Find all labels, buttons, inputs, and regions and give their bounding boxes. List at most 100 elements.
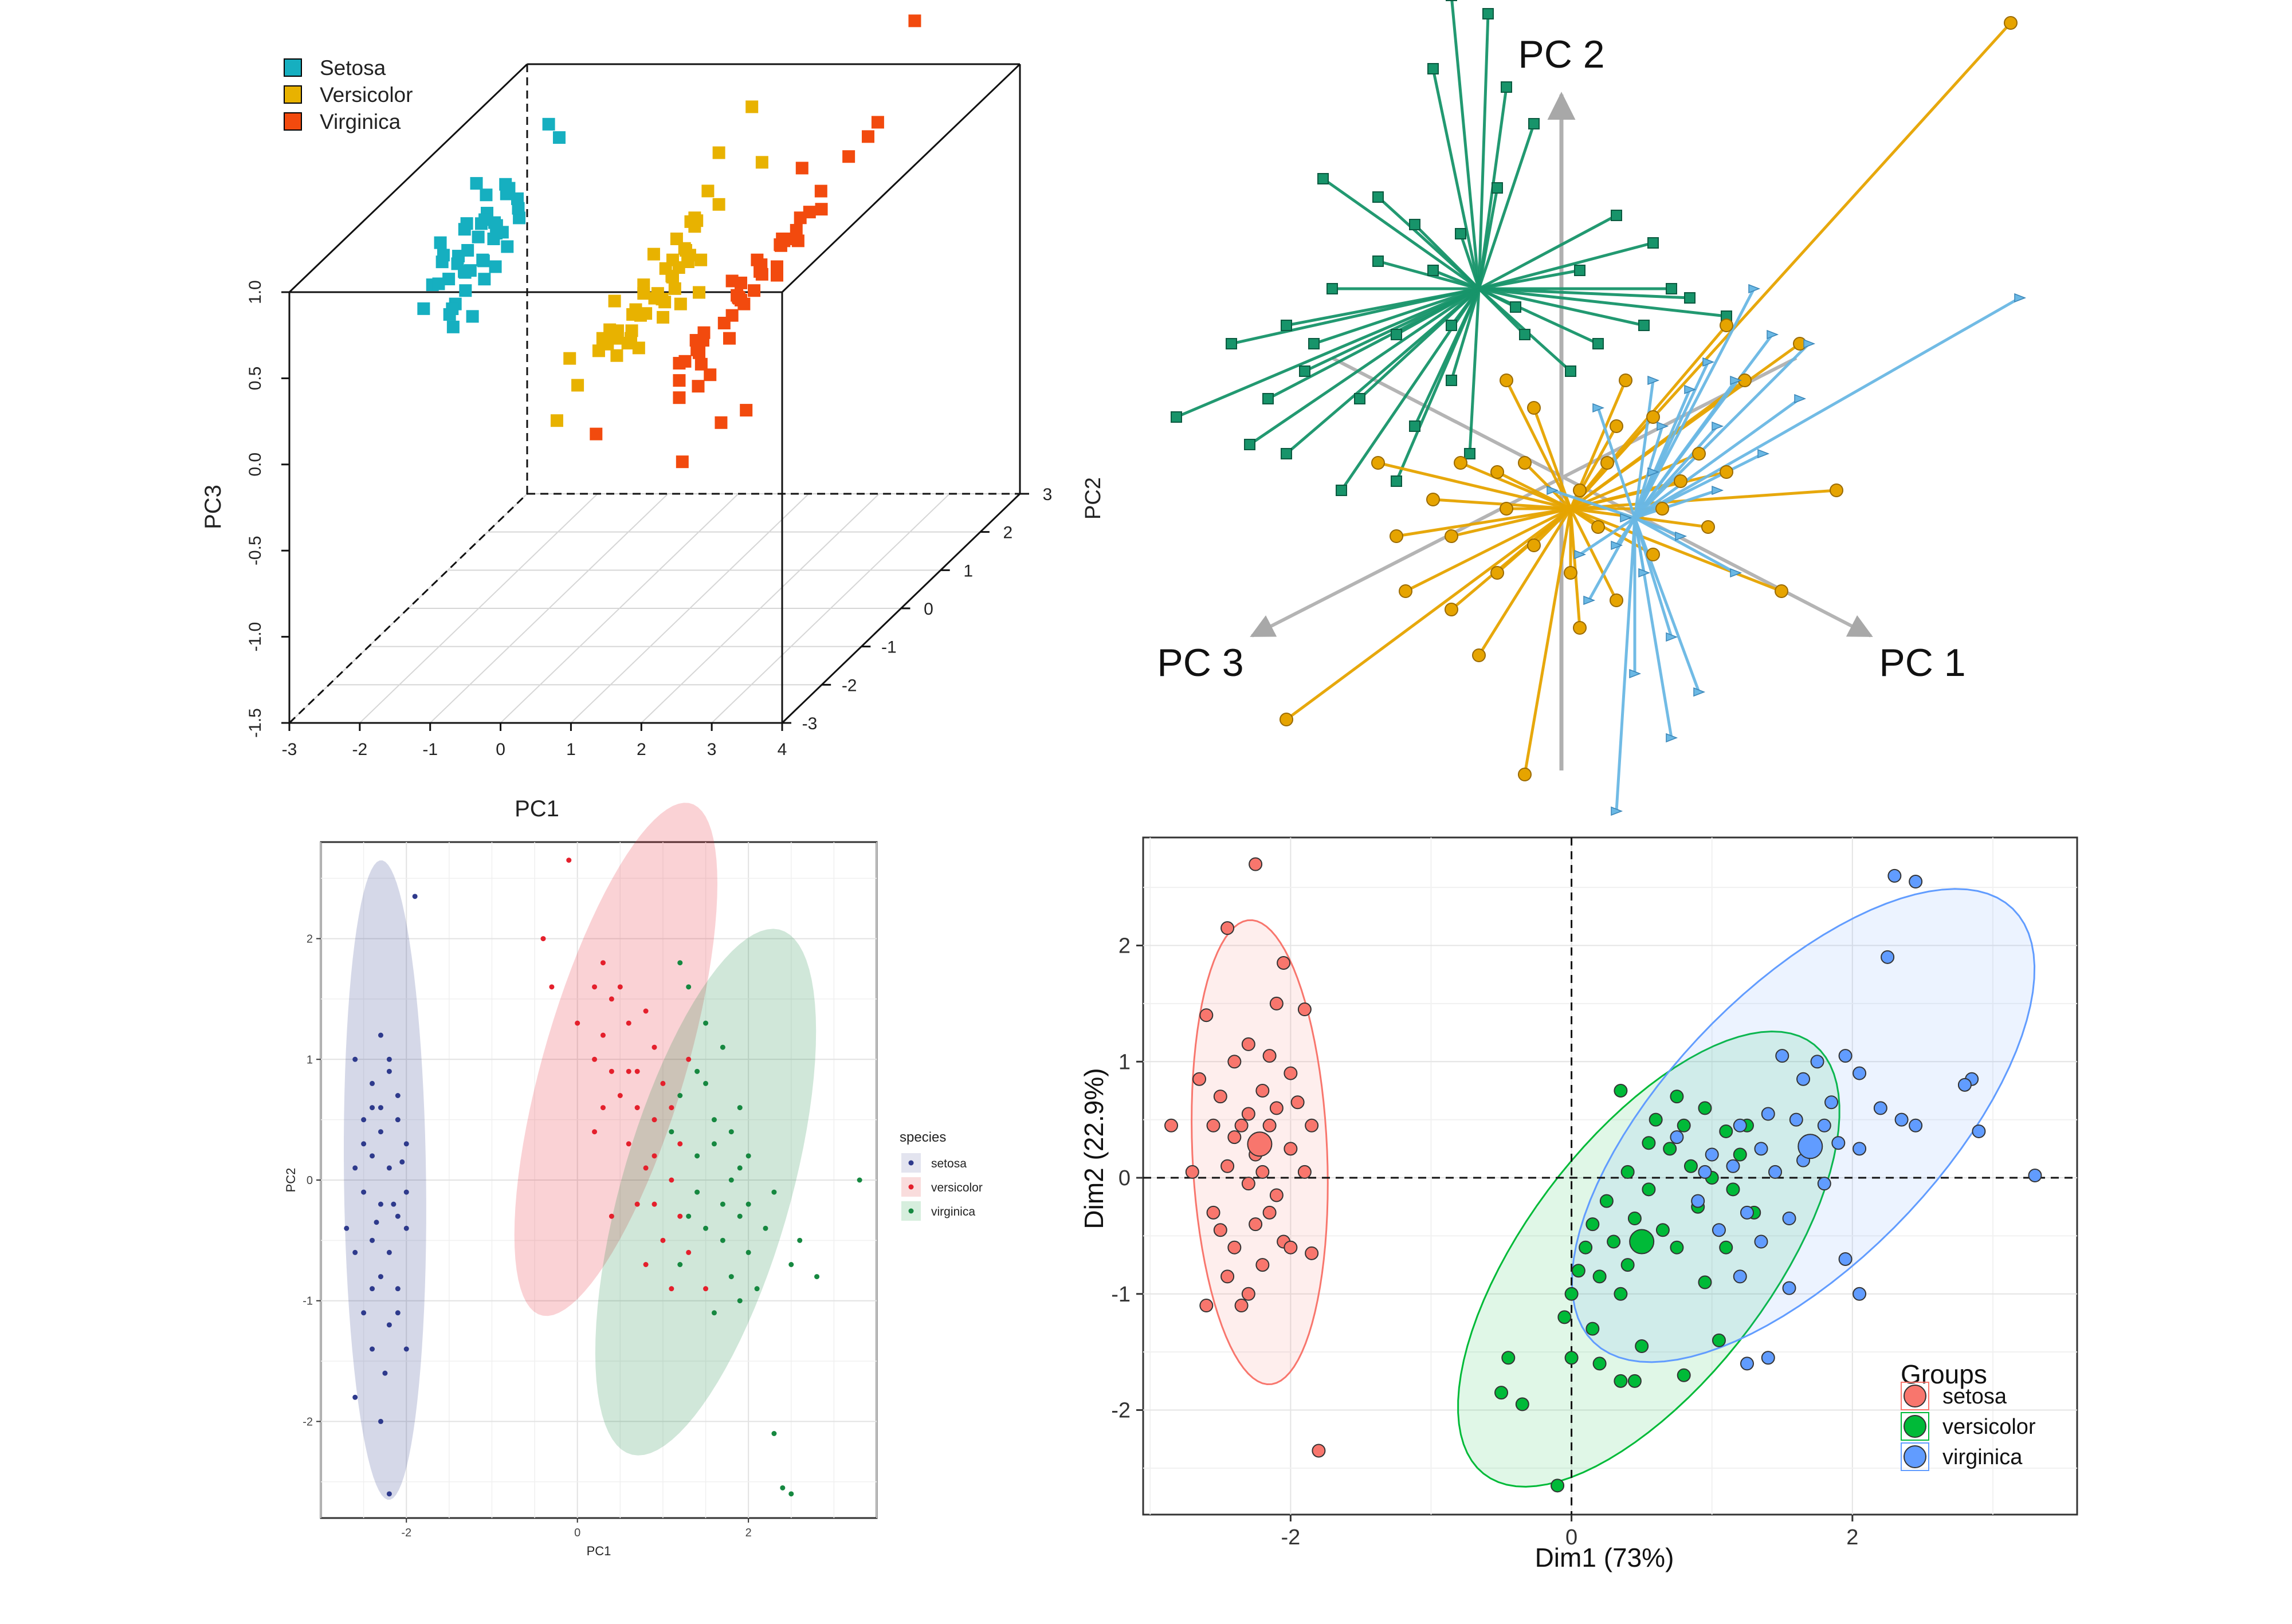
node-group-green: [1262, 393, 1274, 404]
point-virginica: [694, 357, 708, 371]
node-group-gold: [1775, 584, 1788, 598]
y-tick-label: 3: [1043, 485, 1053, 504]
scatter3d-panel: -3 -2 -1 0 1 2 3 4 1.0 0.5 0.0 -0.5 -1.0 -1.5 -3 -2 -1 0 1…: [201, 14, 1105, 821]
point-versicolor: [626, 1141, 631, 1147]
ray-group-gold: [1505, 379, 1572, 510]
point-versicolor: [634, 309, 647, 322]
point-setosa: [370, 1105, 375, 1111]
node-group-gold: [1490, 566, 1504, 580]
point-setosa: [361, 1117, 367, 1123]
node-group-blue: [1547, 485, 1559, 496]
point-versicolor: [1627, 1374, 1642, 1388]
node-group-blue: [1748, 284, 1761, 294]
point-virginica: [1740, 1356, 1754, 1371]
point-virginica: [1838, 1252, 1853, 1266]
point-virginica: [1853, 1142, 1867, 1156]
ray-group-gold: [1496, 470, 1572, 510]
node-group-green: [1427, 265, 1439, 276]
fv-legend: Groups setosa versicolor virginica: [1901, 1359, 2036, 1471]
point-setosa: [386, 1068, 392, 1074]
point-virginica: [1691, 1194, 1705, 1208]
point-virginica: [815, 203, 828, 216]
gg-xlabel: PC1: [587, 1544, 611, 1558]
point-setosa: [399, 1159, 405, 1165]
node-group-green: [1574, 265, 1585, 276]
point-setosa: [490, 219, 503, 232]
point-virginica: [715, 416, 728, 429]
point-virginica: [908, 14, 921, 27]
point-virginica: [745, 1153, 751, 1159]
node-group-green: [1372, 255, 1384, 267]
point-virginica: [794, 211, 807, 225]
ray-group-gold: [1396, 507, 1571, 538]
point-virginica: [1909, 875, 1923, 889]
point-virginica: [745, 1201, 751, 1207]
point-virginica: [814, 184, 827, 198]
point-versicolor: [1564, 1287, 1579, 1301]
z-tick-label: -1.5: [246, 708, 265, 738]
point-versicolor: [1627, 1212, 1642, 1226]
point-setosa: [352, 1056, 358, 1062]
ray-group-green: [1395, 288, 1481, 482]
point-versicolor: [745, 100, 759, 113]
centroid-setosa: [1247, 1131, 1273, 1157]
node-group-gold: [1573, 483, 1587, 497]
point-setosa: [1297, 1165, 1312, 1179]
ray-group-green: [1478, 287, 1645, 327]
node-group-green: [1299, 365, 1310, 377]
point-setosa: [395, 1093, 401, 1098]
node-group-green: [1510, 301, 1521, 313]
point-setosa: [1220, 1269, 1235, 1284]
ray-group-green: [1478, 241, 1654, 290]
legend-label-versicolor: Versicolor: [320, 83, 413, 107]
point-versicolor: [660, 1237, 666, 1243]
point-setosa: [378, 1032, 383, 1038]
node-group-gold: [1600, 456, 1614, 470]
ray-group-gold: [1377, 461, 1571, 510]
point-setosa: [395, 1310, 401, 1316]
legend-label-virginica: Virginica: [320, 110, 401, 133]
point-virginica: [774, 239, 787, 252]
ray-group-green: [1477, 187, 1499, 289]
x-tick-label: -2: [401, 1527, 411, 1539]
point-setosa: [378, 1418, 383, 1424]
point-setosa: [1262, 1049, 1277, 1063]
point-setosa: [370, 1153, 375, 1159]
point-virginica: [1726, 1159, 1740, 1173]
ray-group-blue: [1634, 343, 1810, 519]
ray-group-gold: [1570, 507, 1782, 593]
x-tick-label: 3: [707, 740, 717, 759]
gg-ellipse-panel: -2 0 2 -2 -1 0 1 2 PC1 PC2 species setosa versi…: [284, 803, 983, 1558]
point-versicolor: [657, 310, 670, 324]
point-versicolor: [1677, 1118, 1691, 1133]
point-setosa: [480, 188, 493, 202]
ray-group-blue: [1634, 452, 1764, 520]
point-setosa: [1241, 1037, 1255, 1051]
point-setosa: [459, 284, 472, 297]
point-setosa: [386, 1322, 392, 1328]
node-group-green: [1638, 320, 1650, 331]
point-virginica: [1761, 1351, 1775, 1365]
point-setosa: [1241, 1177, 1255, 1191]
point-virginica: [795, 162, 809, 175]
point-versicolor: [632, 341, 645, 355]
node-group-green: [1372, 191, 1384, 203]
point-setosa: [1284, 1142, 1298, 1156]
point-versicolor: [1599, 1194, 1614, 1208]
x-tick-label: 1: [566, 740, 576, 759]
ellipse-setosa: [343, 860, 426, 1500]
point-setosa: [1249, 1217, 1263, 1232]
point-versicolor: [681, 255, 694, 268]
point-setosa: [1227, 1240, 1242, 1255]
point-setosa: [476, 253, 489, 266]
z-tick-label: 0.5: [246, 367, 265, 391]
x-tick-label: -1: [422, 740, 438, 759]
point-versicolor: [1592, 1356, 1607, 1371]
point-virginica: [728, 1274, 734, 1280]
node-group-green: [1482, 8, 1494, 19]
node-group-blue: [1757, 449, 1770, 459]
point-virginica: [677, 1093, 683, 1098]
point-virginica: [677, 1262, 683, 1267]
node-group-blue: [1620, 513, 1632, 523]
point-versicolor: [1579, 1240, 1593, 1255]
